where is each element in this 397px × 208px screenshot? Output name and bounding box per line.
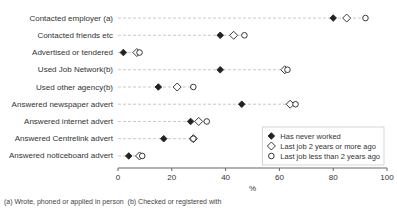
legend-label: Last job less than 2 years ago (280, 152, 380, 161)
dot (293, 101, 299, 107)
x-tick (118, 168, 119, 171)
x-axis-line (118, 168, 387, 169)
x-tick (279, 168, 280, 171)
x-tick-label: 80 (329, 173, 338, 182)
dot (285, 67, 291, 73)
legend-marker (268, 133, 275, 140)
x-tick (333, 168, 334, 171)
dot (242, 32, 248, 38)
x-tick-label: 100 (380, 173, 394, 182)
dot (330, 15, 337, 22)
x-axis-label: % (249, 184, 256, 193)
legend-frame (262, 127, 384, 165)
x-tick-label: 60 (275, 173, 284, 182)
leader-line (118, 18, 365, 19)
x-tick (171, 168, 172, 171)
x-tick-label: 20 (167, 173, 176, 182)
dot (139, 153, 145, 159)
leader-line (118, 35, 244, 36)
dot (189, 135, 197, 143)
dot (191, 84, 197, 90)
legend-marker (269, 153, 275, 159)
legend-marker (267, 142, 275, 150)
dot (238, 101, 245, 108)
legend-label: Last job 2 years or more ago (280, 142, 375, 151)
leader-line (118, 69, 287, 70)
category-label: Contacted friends etc (37, 31, 113, 40)
category-label: Used other agency(b) (36, 83, 113, 92)
plot-area (118, 14, 368, 160)
dot (195, 117, 203, 125)
category-label: Advertised or tendered (32, 48, 113, 57)
x-tick (387, 168, 388, 171)
dot (217, 32, 224, 39)
legend: Has never workedLast job 2 years or more… (262, 127, 384, 165)
footnote: (a) Wrote, phoned or applied in person (… (4, 198, 221, 206)
category-label: Used Job Network(b) (38, 65, 113, 74)
dot (173, 83, 181, 91)
chart: Contacted employer (a) Contacted friends … (0, 0, 397, 208)
dot (204, 119, 210, 125)
legend-label: Has never worked (280, 132, 340, 141)
category-label: Answered noticeboard advert (9, 151, 114, 160)
leader-line (118, 104, 296, 105)
x-tick-label: 0 (116, 173, 121, 182)
dot (137, 50, 143, 56)
dot (230, 31, 238, 39)
dot (125, 153, 132, 160)
dot (155, 84, 162, 91)
category-label: Contacted employer (a) (29, 14, 113, 23)
dot (343, 14, 351, 22)
category-label: Answered Centrelink advert (15, 134, 114, 143)
category-label: Answered newspaper advert (12, 100, 114, 109)
dot (363, 15, 369, 21)
dot (217, 66, 224, 73)
category-label: Answered internet advert (24, 117, 114, 126)
x-tick-label: 40 (221, 173, 230, 182)
dot (191, 136, 197, 142)
dot (160, 135, 167, 142)
leader-line (118, 138, 193, 139)
dot (187, 118, 194, 125)
x-tick (225, 168, 226, 171)
dot (120, 49, 127, 56)
